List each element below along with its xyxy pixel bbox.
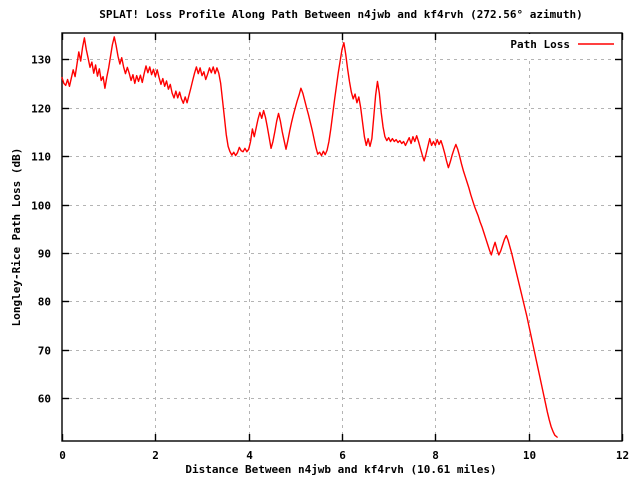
y-tick-label: 90	[38, 248, 51, 261]
chart-legend: Path Loss	[466, 34, 621, 58]
plot-border	[61, 32, 623, 442]
x-tick-label: 12	[616, 449, 629, 462]
x-axis-label: Distance Between n4jwb and kf4rvh (10.61…	[185, 463, 496, 476]
x-tick-label: 8	[432, 449, 439, 462]
x-tick-label: 0	[59, 449, 66, 462]
y-tick-label: 60	[38, 393, 51, 406]
x-tick-label: 10	[523, 449, 536, 462]
x-tick-label: 4	[246, 449, 253, 462]
y-tick-label: 120	[31, 103, 51, 116]
y-tick-label: 100	[31, 200, 51, 213]
y-tick-label: 80	[38, 296, 51, 309]
series-line-path-loss	[61, 36, 558, 438]
y-tick-label: 130	[31, 54, 51, 67]
chart-title: SPLAT! Loss Profile Along Path Between n…	[99, 8, 582, 21]
legend-background	[466, 34, 621, 58]
legend-item-path-loss-label: Path Loss	[510, 38, 570, 51]
x-tick-label: 2	[152, 449, 159, 462]
x-tick-label: 6	[339, 449, 346, 462]
grid-lines	[62, 33, 622, 441]
data-series-layer	[61, 36, 558, 438]
axis-ticks: 60 70 80 90 100 110 120 130 0 2 4 6 8 10 12	[31, 33, 629, 462]
y-axis-label: Longley-Rice Path Loss (dB)	[10, 148, 23, 327]
y-tick-label: 110	[31, 151, 51, 164]
y-tick-label: 70	[38, 345, 51, 358]
